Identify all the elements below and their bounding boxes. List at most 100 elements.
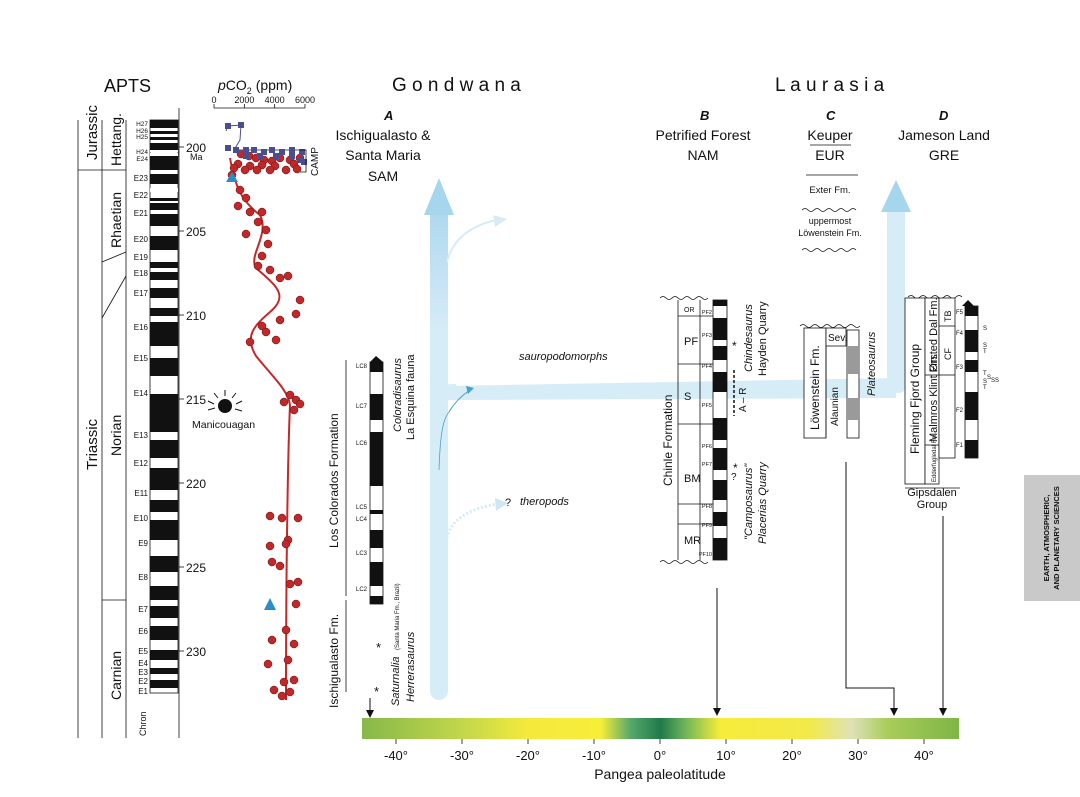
camp-square bbox=[243, 153, 249, 159]
chron-label: LC6 bbox=[356, 441, 368, 447]
band bbox=[713, 418, 727, 440]
chron-label: E14 bbox=[134, 389, 149, 398]
pco2-point bbox=[229, 163, 239, 173]
gipsdalen-1: Gipsdalen bbox=[907, 487, 957, 499]
camp-bracket bbox=[300, 149, 307, 173]
dispersal-arrows bbox=[424, 178, 911, 700]
region-laurasia: L a u r a s i a bbox=[775, 75, 885, 96]
pco2-point bbox=[283, 271, 293, 281]
sample-markers: SST TS S SST bbox=[983, 326, 999, 391]
unconformity bbox=[801, 208, 857, 212]
branch-arrow-upper-head bbox=[493, 215, 507, 227]
pco2-point bbox=[257, 207, 267, 217]
asterisk: * bbox=[732, 339, 737, 353]
chron-label: LC8 bbox=[356, 364, 368, 370]
chron-label: E18 bbox=[134, 269, 149, 278]
band bbox=[965, 440, 978, 458]
pco2-point bbox=[283, 655, 293, 665]
laurasia-arrow-shaft bbox=[887, 205, 905, 393]
pco2-point bbox=[292, 164, 302, 174]
pco2-curve bbox=[229, 157, 292, 701]
band bbox=[370, 510, 383, 514]
age-label: 225 bbox=[186, 561, 206, 575]
camp-square bbox=[233, 147, 239, 153]
pco2-point bbox=[241, 193, 251, 203]
camp-square bbox=[225, 123, 231, 129]
polarity-band bbox=[150, 214, 178, 226]
pco2-point bbox=[295, 295, 305, 305]
chron-label: E24 bbox=[136, 156, 148, 163]
top-marker bbox=[962, 300, 974, 306]
santa-maria-note: (Santa Maria Fm., Brazil) bbox=[395, 583, 401, 650]
svg-text:S: S bbox=[995, 378, 999, 384]
stage-carnian: Carnian bbox=[108, 651, 124, 700]
gipsdalen-2: Group bbox=[917, 499, 948, 511]
journal-section-label: EARTH, ATMOSPHERIC, AND PLANETARY SCIENCE… bbox=[1042, 486, 1061, 590]
svg-text:S: S bbox=[983, 343, 987, 349]
polarity-band bbox=[150, 131, 178, 134]
band bbox=[713, 300, 727, 306]
sauro-branch-head bbox=[466, 386, 474, 394]
chron-label: E11 bbox=[134, 489, 148, 498]
chron-label: E17 bbox=[134, 289, 149, 298]
section-d-letter: D bbox=[939, 108, 949, 123]
period-jurassic: Jurassic bbox=[84, 104, 101, 160]
latitude-tick-label: 20° bbox=[782, 748, 802, 763]
polarity-band bbox=[150, 137, 178, 140]
camp-square bbox=[301, 159, 307, 165]
camp-square bbox=[273, 153, 279, 159]
polarity-band bbox=[150, 143, 178, 150]
stage-norian: Norian bbox=[108, 415, 124, 456]
polarity-gap bbox=[150, 153, 178, 156]
polarity-band bbox=[150, 308, 178, 316]
polarity-band bbox=[150, 120, 178, 128]
lowenstein-label: Löwenstein Fm. bbox=[808, 345, 822, 430]
sev-box bbox=[825, 327, 847, 347]
pco2-panel: pCO2 (ppm) 0 2000 4000 6000 CAMP bbox=[211, 77, 321, 701]
theropods-question: ? bbox=[505, 497, 511, 509]
section-d-line2: GRE bbox=[929, 147, 959, 163]
chron-label: PF10 bbox=[699, 552, 712, 558]
asterisk: * bbox=[376, 640, 381, 655]
pco2-point bbox=[277, 691, 287, 701]
polarity-band bbox=[150, 556, 178, 572]
main-arrow-head bbox=[424, 178, 454, 215]
pco2-point bbox=[289, 639, 299, 649]
pco2-point bbox=[285, 687, 295, 697]
manicouagan-label: Manicouagan bbox=[192, 419, 255, 431]
chron-label: PF7 bbox=[702, 462, 712, 468]
pco2-point bbox=[295, 399, 305, 409]
pco2-point bbox=[265, 265, 275, 275]
section-a-line1: Ischigualasto & bbox=[336, 127, 432, 143]
orsted-label: Ørsted Dal Fm. bbox=[928, 297, 940, 372]
hayden-quarry: Hayden Quarry bbox=[757, 301, 769, 376]
band-join bbox=[432, 384, 460, 412]
band bbox=[713, 538, 727, 560]
pco2-point bbox=[281, 539, 291, 549]
pco2-point bbox=[257, 251, 267, 261]
latitude-tick-label: 40° bbox=[914, 748, 934, 763]
age-label: 210 bbox=[186, 309, 206, 323]
polarity-band bbox=[150, 680, 178, 688]
unconformity bbox=[801, 248, 857, 252]
triangle-marker-icon bbox=[226, 172, 238, 182]
sauropodomorph-band bbox=[448, 378, 896, 400]
apts-panel: APTS Jurassic Triassic Hettang. Rhaetian… bbox=[77, 76, 255, 738]
member-label: BM bbox=[684, 473, 701, 485]
section-d-column bbox=[964, 305, 979, 459]
pco2-point bbox=[263, 659, 273, 669]
chron-label: H25 bbox=[136, 134, 148, 141]
age-label: 215 bbox=[186, 393, 206, 407]
svg-text:S: S bbox=[991, 378, 995, 384]
polarity-bands bbox=[150, 120, 178, 688]
band bbox=[847, 346, 859, 374]
polarity-band bbox=[150, 236, 178, 250]
section-c-letter: C bbox=[826, 108, 836, 123]
polarity-band bbox=[150, 174, 178, 184]
section-b-members: OR PF S BM MR bbox=[678, 307, 713, 547]
pco2-point bbox=[265, 541, 275, 551]
pco2-point bbox=[253, 217, 263, 227]
chron-label: E2 bbox=[138, 677, 148, 686]
polarity-gap bbox=[150, 150, 178, 152]
unconformity bbox=[659, 560, 709, 564]
